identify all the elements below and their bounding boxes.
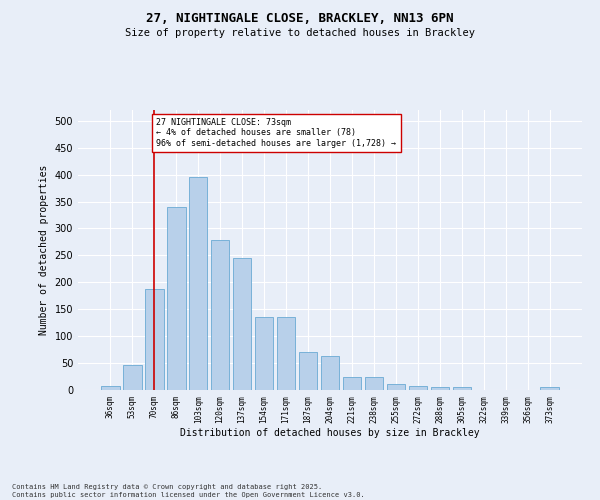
Bar [299, 352, 317, 390]
Bar [365, 376, 383, 390]
Text: 27 NIGHTINGALE CLOSE: 73sqm
← 4% of detached houses are smaller (78)
96% of semi: 27 NIGHTINGALE CLOSE: 73sqm ← 4% of deta… [157, 118, 397, 148]
Bar [101, 386, 119, 390]
Bar [123, 365, 142, 390]
Bar [211, 240, 229, 390]
X-axis label: Distribution of detached houses by size in Brackley: Distribution of detached houses by size … [180, 428, 480, 438]
Bar [431, 388, 449, 390]
Bar [343, 376, 361, 390]
Y-axis label: Number of detached properties: Number of detached properties [39, 165, 49, 335]
Text: Size of property relative to detached houses in Brackley: Size of property relative to detached ho… [125, 28, 475, 38]
Bar [255, 318, 274, 390]
Bar [145, 290, 164, 390]
Bar [277, 318, 295, 390]
Bar [320, 356, 340, 390]
Bar [409, 386, 427, 390]
Bar [167, 207, 185, 390]
Text: Contains HM Land Registry data © Crown copyright and database right 2025.
Contai: Contains HM Land Registry data © Crown c… [12, 484, 365, 498]
Text: 27, NIGHTINGALE CLOSE, BRACKLEY, NN13 6PN: 27, NIGHTINGALE CLOSE, BRACKLEY, NN13 6P… [146, 12, 454, 26]
Bar [233, 258, 251, 390]
Bar [386, 384, 405, 390]
Bar [189, 178, 208, 390]
Bar [452, 388, 471, 390]
Bar [541, 388, 559, 390]
